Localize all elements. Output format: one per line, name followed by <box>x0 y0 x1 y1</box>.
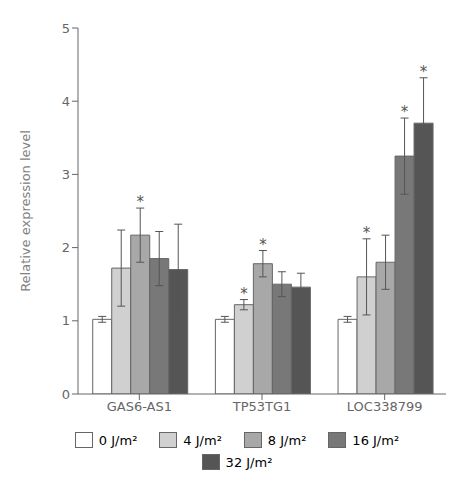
svg-text:*: * <box>240 285 248 303</box>
svg-text:*: * <box>136 193 144 211</box>
svg-text:*: * <box>420 63 428 81</box>
svg-text:1: 1 <box>62 313 70 328</box>
svg-text:0: 0 <box>62 387 70 402</box>
svg-text:GAS6-AS1: GAS6-AS1 <box>107 399 172 414</box>
svg-text:Relative expression level: Relative expression level <box>18 130 33 292</box>
svg-text:2: 2 <box>62 240 70 255</box>
svg-text:*: * <box>401 103 409 121</box>
html-text:8 J/m²: 8 J/m² <box>267 432 307 448</box>
svg-text:LOC338799: LOC338799 <box>347 399 423 414</box>
svg-text:TP53TG1: TP53TG1 <box>232 399 292 414</box>
html-text:4 J/m²: 4 J/m² <box>183 432 222 448</box>
html-text:0 J/m²: 0 J/m² <box>98 432 138 448</box>
svg-text:*: * <box>363 224 371 242</box>
svg-text:*: * <box>259 236 267 254</box>
svg-text:4: 4 <box>62 94 70 109</box>
svg-text:5: 5 <box>62 21 70 36</box>
svg-text:3: 3 <box>62 167 70 182</box>
html-text:32 J/m²: 32 J/m² <box>225 454 273 470</box>
html-text:16 J/m²: 16 J/m² <box>352 432 400 448</box>
